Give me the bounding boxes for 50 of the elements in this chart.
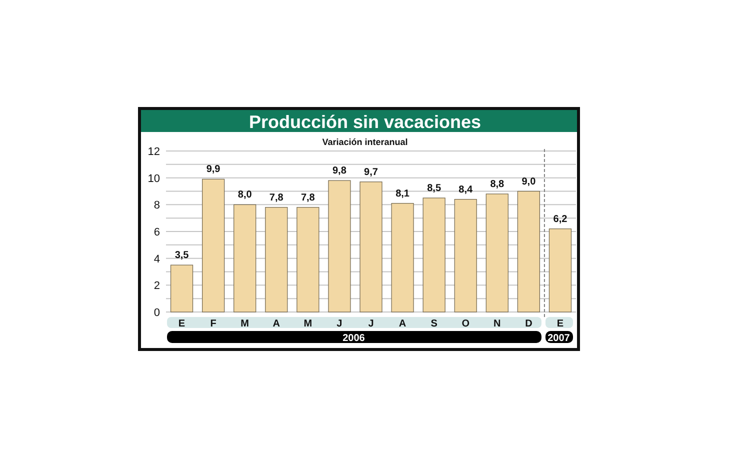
bar [328, 180, 351, 312]
x-tick-label: S [430, 318, 438, 330]
bar [234, 204, 256, 312]
data-label: 6,2 [553, 214, 568, 225]
x-tick-label: E [178, 318, 186, 330]
bar [454, 199, 477, 312]
x-tick-label: M [240, 318, 250, 330]
x-tick-label: J [336, 318, 342, 330]
data-label: 8,5 [427, 182, 442, 194]
y-tick-label: 10 [148, 172, 160, 185]
y-tick-label: 0 [154, 307, 160, 319]
bar [360, 182, 382, 312]
x-tick-label: M [304, 318, 312, 330]
x-tick-label: E [556, 318, 564, 330]
data-label: 9,7 [364, 166, 378, 178]
bar [391, 203, 414, 312]
y-tick-label: 4 [154, 253, 160, 266]
data-label: 8,1 [396, 188, 410, 200]
x-tick-label: J [368, 318, 374, 330]
x-tick-label: D [525, 318, 532, 330]
y-tick-label: 8 [154, 200, 160, 212]
data-label: 8,4 [458, 184, 473, 196]
y-tick-label: 2 [154, 280, 160, 292]
bar [202, 178, 225, 312]
bar [548, 228, 572, 312]
data-label: 9,9 [206, 164, 221, 176]
data-label: 8,0 [238, 190, 252, 201]
bar [296, 207, 320, 312]
bar [486, 194, 508, 312]
text: 2006 [342, 333, 366, 344]
data-label: 8,8 [490, 178, 505, 190]
y-tick-label: 6 [154, 226, 160, 238]
data-label: 7,8 [300, 192, 316, 204]
x-tick-label: F [210, 318, 216, 330]
bar [265, 207, 288, 312]
data-label: 3,5 [174, 250, 190, 262]
data-label: 9,8 [332, 166, 347, 177]
data-label: 9,0 [522, 176, 536, 188]
chart-title: Producción sin vacaciones [248, 112, 482, 132]
x-tick-label: N [494, 318, 501, 330]
bar [517, 190, 540, 312]
x-tick-label: A [398, 318, 406, 330]
y-tick-label: 12 [148, 146, 160, 158]
text: 2007 [548, 333, 570, 344]
data-label: 7,8 [269, 192, 284, 204]
x-tick-label: O [462, 318, 470, 330]
bar [422, 198, 446, 312]
x-tick-label: A [272, 318, 280, 330]
bar [170, 264, 194, 312]
chart-subtitle: Variación interanual [322, 137, 408, 147]
